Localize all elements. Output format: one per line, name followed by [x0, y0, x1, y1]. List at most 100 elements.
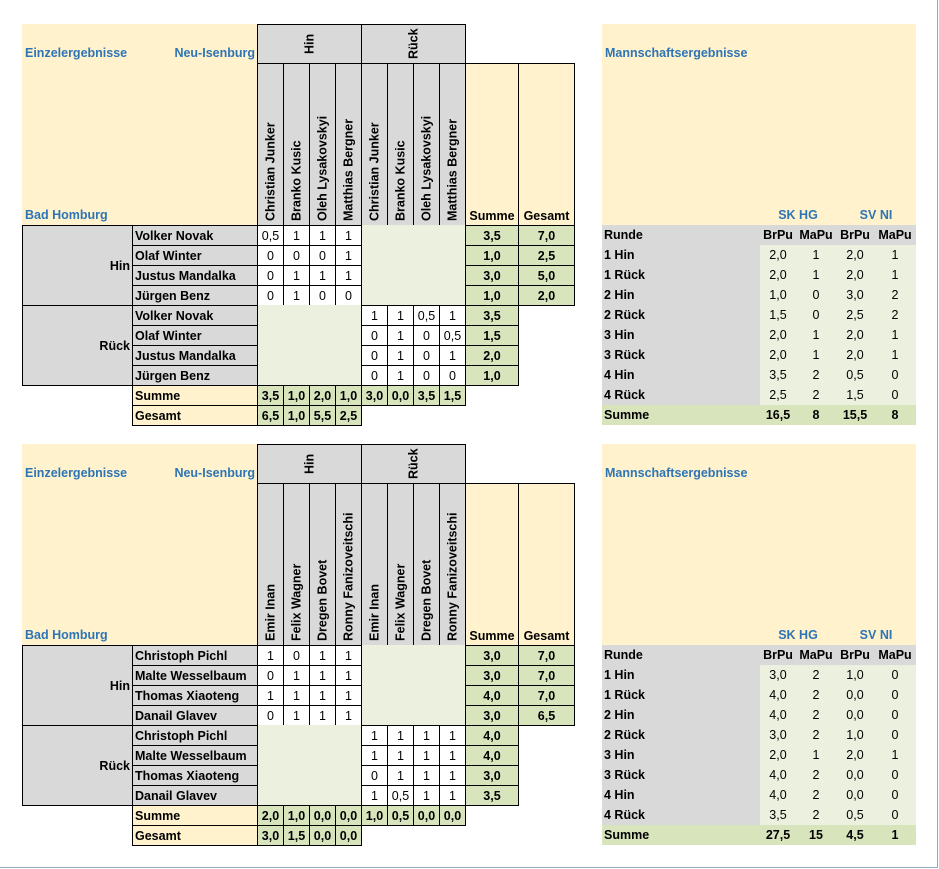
row-bg	[602, 305, 760, 325]
score: 1	[283, 705, 310, 726]
team-score: 0,5	[846, 368, 864, 382]
score: 1	[335, 225, 362, 246]
team-score: 2,0	[846, 348, 864, 362]
score: 1	[361, 725, 388, 746]
row-sum: 4,0	[465, 745, 519, 766]
player-name: Christoph Pichl	[132, 725, 258, 746]
score: 1	[335, 685, 362, 706]
team-score: 0	[891, 808, 899, 822]
home-team: Neu-Isenburg	[174, 466, 255, 480]
column-sum: 0,0	[309, 805, 336, 826]
score: 1	[283, 285, 310, 306]
team-score: 0,0	[846, 688, 864, 702]
team-score: 0	[812, 288, 820, 302]
row-bg	[602, 745, 760, 765]
team-score: 2,0	[769, 348, 787, 362]
player-header: Branko Kusic	[387, 63, 414, 226]
team-score: 3,0	[769, 728, 787, 742]
row-bg	[760, 265, 916, 285]
team-score: 2,0	[769, 748, 787, 762]
row-total: 6,5	[518, 705, 575, 726]
player-name: Volker Novak	[132, 305, 258, 326]
home-team: Neu-Isenburg	[174, 46, 255, 60]
row-bg	[602, 705, 760, 725]
team-score: 2	[812, 668, 820, 682]
row-bg	[760, 805, 916, 825]
total-header: Gesamt	[518, 63, 575, 226]
row-total: 7,0	[518, 685, 575, 706]
round-label: 2 Rück	[604, 308, 645, 322]
team-score: 1	[891, 268, 899, 282]
row-total: 7,0	[518, 225, 575, 246]
sum-label: Summe	[604, 408, 650, 422]
score: 1	[413, 725, 440, 746]
column-total: 5,5	[309, 405, 336, 426]
row-bg	[602, 765, 760, 785]
score: 1	[335, 645, 362, 666]
row-total: 5,0	[518, 265, 575, 286]
team-score: 3,5	[769, 368, 787, 382]
row-bg	[760, 765, 916, 785]
player-header: Ronny Fanizoveitschi	[439, 483, 466, 646]
column-header: MaPu	[878, 228, 912, 242]
sum-header: Summe	[465, 483, 519, 646]
row-bg	[602, 285, 760, 305]
section-title: Mannschaftsergebnisse	[605, 466, 748, 480]
empty-area	[361, 645, 465, 725]
score: 0	[309, 285, 336, 306]
team-score: 2,0	[846, 328, 864, 342]
row-sum: 3,5	[465, 225, 519, 246]
row-total: 7,0	[518, 665, 575, 686]
score: 0	[361, 365, 388, 386]
player-name: Christoph Pichl	[132, 645, 258, 666]
score: 1	[361, 745, 388, 766]
section-title: Einzelergebnisse	[25, 466, 128, 480]
team-score: 1	[891, 748, 899, 762]
team-total: 16,5	[765, 408, 791, 422]
round-label: 1 Hin	[604, 248, 635, 262]
team-score: 2	[891, 308, 899, 322]
team-score: 0,0	[846, 768, 864, 782]
score: 1	[361, 305, 388, 326]
team-score: 2,5	[846, 308, 864, 322]
team-name: SK HG	[778, 628, 818, 642]
score: 1	[309, 265, 336, 286]
row-bg	[760, 365, 916, 385]
player-header: Ronny Fanizoveitschi	[335, 483, 362, 646]
team-score: 1,0	[769, 288, 787, 302]
column-sum: 0,0	[335, 805, 362, 826]
sum-row	[602, 405, 916, 425]
score: 1	[387, 305, 414, 326]
header-row	[602, 645, 916, 665]
score: 1	[439, 745, 466, 766]
round-header: Hin	[257, 24, 362, 64]
row-bg	[602, 725, 760, 745]
score: 1	[413, 785, 440, 806]
team-name: SV NI	[859, 628, 893, 642]
column-sum: 0,0	[439, 805, 466, 826]
player-name: Justus Mandalka	[132, 265, 258, 286]
row-total: 2,0	[518, 285, 575, 306]
round-label: 2 Rück	[604, 728, 645, 742]
column-total: 1,5	[283, 825, 310, 846]
team-score: 1,0	[846, 728, 864, 742]
row-sum: 2,0	[465, 345, 519, 366]
score: 0	[439, 365, 466, 386]
team-score: 1	[812, 328, 820, 342]
column-sum: 2,0	[309, 385, 336, 406]
team-score: 0	[891, 668, 899, 682]
round-label: 3 Rück	[604, 768, 645, 782]
row-bg	[602, 345, 760, 365]
column-sum: 1,0	[335, 385, 362, 406]
score: 1	[439, 345, 466, 366]
column-sum: 0,5	[387, 805, 414, 826]
column-sum: 1,0	[361, 805, 388, 826]
team-score: 2	[812, 688, 820, 702]
round-label: 4 Hin	[604, 788, 635, 802]
round-header: Rück	[361, 444, 466, 484]
row-bg	[760, 725, 916, 745]
empty-area	[361, 225, 465, 305]
player-header: Christian Junker	[361, 63, 388, 226]
header-area	[602, 444, 916, 645]
team-total: 8	[891, 408, 899, 422]
